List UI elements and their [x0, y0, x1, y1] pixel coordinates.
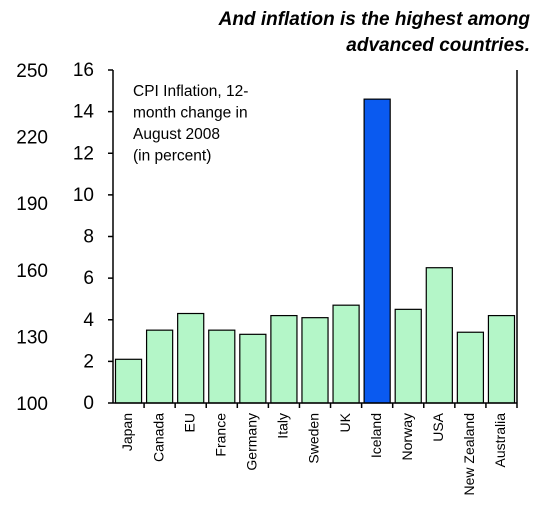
bar: [487, 314, 516, 404]
x-tick-label: Sweden: [306, 413, 322, 464]
y2-tick-label: 100: [16, 394, 48, 415]
annotation: (in percent): [133, 148, 211, 165]
bar: [114, 358, 143, 404]
bar: [301, 317, 329, 404]
annotation: month change in: [133, 105, 248, 122]
y-tick-label: 8: [83, 227, 94, 248]
x-tick-label: Italy: [275, 413, 291, 439]
bar: [363, 98, 391, 404]
bar: [270, 314, 298, 404]
y2-tick-label: 160: [16, 261, 48, 282]
bar: [239, 333, 267, 404]
y2-tick-label: 130: [16, 327, 48, 348]
y-tick-label: 6: [83, 268, 94, 289]
x-tick-label: Canada: [150, 413, 166, 462]
y2-tick-label: 190: [16, 194, 48, 215]
y-tick-label: 12: [73, 143, 94, 164]
bar: [425, 267, 453, 404]
bar: [332, 304, 360, 404]
y2-tick-label: 220: [16, 128, 48, 149]
chart-title: And inflation is the highest among: [218, 9, 531, 30]
x-tick-label: Australia: [492, 413, 508, 468]
bar: [208, 329, 236, 404]
x-tick-label: Japan: [119, 413, 135, 451]
y-tick-label: 16: [73, 60, 94, 81]
chart-title: advanced countries.: [346, 35, 530, 56]
y-tick-label: 2: [83, 351, 94, 372]
bar: [177, 312, 205, 404]
bar: [145, 329, 174, 404]
y-tick-label: 0: [83, 393, 94, 414]
x-tick-label: EU: [181, 413, 197, 432]
x-tick-label: Iceland: [368, 413, 384, 458]
x-tick-label: UK: [337, 412, 353, 432]
x-tick-label: Germany: [244, 413, 260, 471]
bar: [456, 331, 485, 404]
y-tick-label: 14: [73, 102, 95, 123]
y-tick-label: 10: [73, 185, 94, 206]
x-tick-label: USA: [430, 412, 446, 441]
annotation: CPI Inflation, 12-: [133, 83, 248, 100]
bar: [394, 308, 422, 404]
y-tick-label: 4: [83, 310, 94, 331]
x-tick-label: New Zealand: [461, 413, 477, 496]
x-tick-label: France: [212, 413, 228, 457]
annotation: August 2008: [133, 126, 220, 143]
y2-tick-label: 250: [16, 61, 48, 82]
x-tick-label: Norway: [399, 413, 415, 460]
